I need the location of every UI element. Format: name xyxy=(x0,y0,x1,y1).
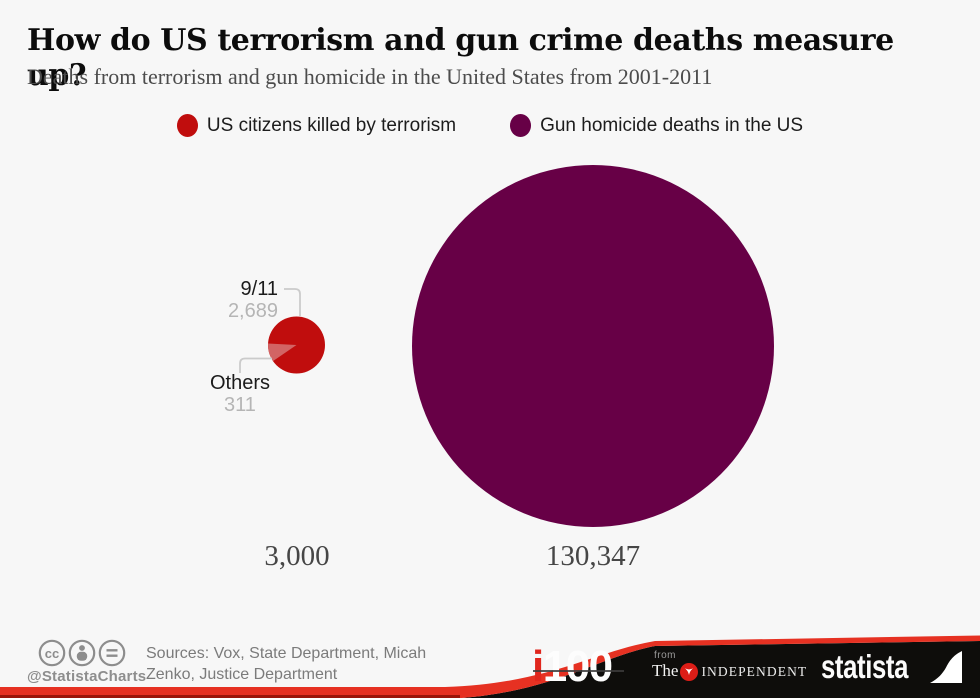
cc-icon: cc xyxy=(38,639,66,667)
connector-911 xyxy=(284,288,301,316)
others-slice xyxy=(268,343,297,362)
legend-item-gun: Gun homicide deaths in the US xyxy=(510,114,803,137)
i100-logo: i100 xyxy=(532,645,613,689)
cc-license-icons: cc xyxy=(38,639,126,667)
footer-red-ribbon-shade xyxy=(0,695,460,698)
slice-label-others: Others xyxy=(209,372,271,394)
legend-label-gun: Gun homicide deaths in the US xyxy=(540,114,804,136)
sources-line-2: Zenko, Justice Department xyxy=(146,666,338,683)
legend-item-terrorism: US citizens killed by terrorism xyxy=(176,114,457,137)
gun-legend-dot-icon xyxy=(510,114,532,137)
equals-icon xyxy=(98,639,126,667)
independent-from-label: from xyxy=(654,650,676,661)
statista-logo-icon xyxy=(930,651,962,683)
independent-logo: The INDEPENDENT xyxy=(652,661,807,681)
statista-charts-handle: @StatistaCharts xyxy=(27,668,147,685)
sources-note: Sources: Vox, State Department, Micah Ze… xyxy=(146,643,426,685)
terrorism-legend-dot-icon xyxy=(176,114,198,137)
statista-wordmark: statista xyxy=(821,648,909,685)
i100-logo-i: i xyxy=(532,642,544,691)
legend-label-terrorism: US citizens killed by terrorism xyxy=(206,114,457,136)
connector-others xyxy=(239,357,272,373)
i100-logo-strike-line xyxy=(533,670,624,672)
independent-eagle-icon xyxy=(680,663,699,681)
slice-value-others: 311 xyxy=(224,394,256,416)
footer-black-bar xyxy=(462,641,980,698)
page-subtitle: Deaths from terrorism and gun homicide i… xyxy=(27,64,713,89)
gun-homicide-circle xyxy=(412,165,774,527)
sources-line-1: Sources: Vox, State Department, Micah xyxy=(146,645,427,662)
slice-value-911: 2,689 xyxy=(227,300,278,322)
page-title: How do US terrorism and gun crime deaths… xyxy=(27,23,894,93)
slice-label-911: 9/11 xyxy=(240,278,278,300)
i100-logo-number: 100 xyxy=(542,642,613,691)
independent-name: INDEPENDENT xyxy=(701,664,808,679)
svg-text:cc: cc xyxy=(45,646,59,661)
independent-the: The xyxy=(652,661,679,680)
footer-red-ribbon xyxy=(0,635,980,698)
terrorism-total: 3,000 xyxy=(264,540,330,572)
footer-swoosh xyxy=(0,635,980,698)
gun-total: 130,347 xyxy=(545,540,641,572)
legend: US citizens killed by terrorism Gun homi… xyxy=(0,114,980,137)
attribution-person-icon xyxy=(68,639,96,667)
